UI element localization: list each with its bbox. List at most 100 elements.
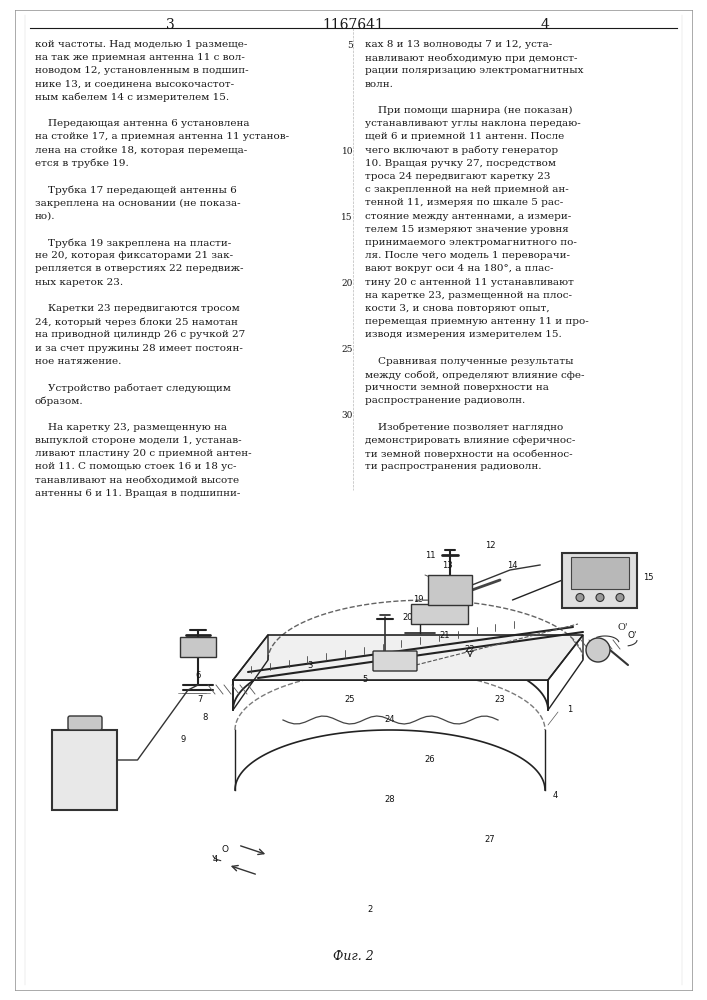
Text: репляется в отверстиях 22 передвиж-: репляется в отверстиях 22 передвиж- xyxy=(35,264,243,273)
Text: 3: 3 xyxy=(308,660,312,670)
Text: ное натяжение.: ное натяжение. xyxy=(35,357,122,366)
FancyBboxPatch shape xyxy=(180,637,216,657)
FancyBboxPatch shape xyxy=(428,575,472,605)
Text: изводя измерения измерителем 15.: изводя измерения измерителем 15. xyxy=(365,330,562,339)
Text: новодом 12, установленным в подшип-: новодом 12, установленным в подшип- xyxy=(35,66,249,75)
Text: 22: 22 xyxy=(464,646,475,654)
Text: 7: 7 xyxy=(197,696,203,704)
Text: 6: 6 xyxy=(195,670,201,680)
Text: щей 6 и приемной 11 антенн. После: щей 6 и приемной 11 антенн. После xyxy=(365,132,564,141)
Text: рации поляризацию электромагнитных: рации поляризацию электромагнитных xyxy=(365,66,583,75)
Text: 5: 5 xyxy=(363,676,368,684)
Text: с закрепленной на ней приемной ан-: с закрепленной на ней приемной ан- xyxy=(365,185,568,194)
Text: на каретке 23, размещенной на плос-: на каретке 23, размещенной на плос- xyxy=(365,291,572,300)
Text: 26: 26 xyxy=(425,756,436,764)
Text: Передающая антенна 6 установлена: Передающая антенна 6 установлена xyxy=(35,119,250,128)
Text: ричности земной поверхности на: ричности земной поверхности на xyxy=(365,383,549,392)
Text: нике 13, и соединена высокочастот-: нике 13, и соединена высокочастот- xyxy=(35,80,234,89)
Text: навливают необходимую при демонст-: навливают необходимую при демонст- xyxy=(365,53,578,63)
Text: 1167641: 1167641 xyxy=(322,18,384,32)
Text: 10. Вращая ручку 27, посредством: 10. Вращая ручку 27, посредством xyxy=(365,159,556,168)
Text: Трубка 17 передающей антенны 6: Трубка 17 передающей антенны 6 xyxy=(35,185,237,195)
Text: тину 20 с антенной 11 устанавливают: тину 20 с антенной 11 устанавливают xyxy=(365,278,574,287)
Text: лена на стойке 18, которая перемеща-: лена на стойке 18, которая перемеща- xyxy=(35,146,247,155)
Text: O': O' xyxy=(618,623,629,632)
Text: 15: 15 xyxy=(643,574,653,582)
Text: При помощи шарнира (не показан): При помощи шарнира (не показан) xyxy=(365,106,573,115)
Text: на приводной цилиндр 26 с ручкой 27: на приводной цилиндр 26 с ручкой 27 xyxy=(35,330,245,339)
Text: 19: 19 xyxy=(413,595,423,604)
Text: на так же приемная антенна 11 с вол-: на так же приемная антенна 11 с вол- xyxy=(35,53,245,62)
Text: ля. После чего модель 1 переворачи-: ля. После чего модель 1 переворачи- xyxy=(365,251,570,260)
Text: ти распространения радиоволн.: ти распространения радиоволн. xyxy=(365,462,542,471)
Text: ках 8 и 13 волноводы 7 и 12, уста-: ках 8 и 13 волноводы 7 и 12, уста- xyxy=(365,40,552,49)
Text: 10: 10 xyxy=(80,756,90,764)
Text: перемещая приемную антенну 11 и про-: перемещая приемную антенну 11 и про- xyxy=(365,317,589,326)
Text: троса 24 передвигают каретку 23: троса 24 передвигают каретку 23 xyxy=(365,172,551,181)
Text: 28: 28 xyxy=(385,796,395,804)
Text: демонстрировать влияние сферичнос-: демонстрировать влияние сферичнос- xyxy=(365,436,575,445)
Text: ливают пластину 20 с приемной антен-: ливают пластину 20 с приемной антен- xyxy=(35,449,252,458)
Text: Фиг. 2: Фиг. 2 xyxy=(332,950,373,963)
Text: волн.: волн. xyxy=(365,80,394,89)
Text: телем 15 измеряют значение уровня: телем 15 измеряют значение уровня xyxy=(365,225,568,234)
Text: Сравнивая полученные результаты: Сравнивая полученные результаты xyxy=(365,357,573,366)
Circle shape xyxy=(616,593,624,601)
Text: Устройство работает следующим: Устройство работает следующим xyxy=(35,383,231,393)
Text: кой частоты. Над моделью 1 размеще-: кой частоты. Над моделью 1 размеще- xyxy=(35,40,247,49)
Text: на стойке 17, а приемная антенна 11 установ-: на стойке 17, а приемная антенна 11 уста… xyxy=(35,132,289,141)
Text: 11: 11 xyxy=(425,550,436,560)
Text: и за счет пружины 28 имеет постоян-: и за счет пружины 28 имеет постоян- xyxy=(35,344,243,353)
Text: стояние между антеннами, а измери-: стояние между антеннами, а измери- xyxy=(365,212,571,221)
Text: 5: 5 xyxy=(347,41,353,50)
Text: 25: 25 xyxy=(341,345,353,354)
Text: O: O xyxy=(221,846,228,854)
Text: 1: 1 xyxy=(568,706,573,714)
FancyBboxPatch shape xyxy=(563,552,638,607)
Polygon shape xyxy=(233,635,583,680)
Text: чего включают в работу генератор: чего включают в работу генератор xyxy=(365,146,558,155)
Text: вают вокруг оси 4 на 180°, а плас-: вают вокруг оси 4 на 180°, а плас- xyxy=(365,264,554,273)
Text: 4: 4 xyxy=(541,18,549,32)
Circle shape xyxy=(576,593,584,601)
FancyBboxPatch shape xyxy=(68,716,102,730)
FancyBboxPatch shape xyxy=(571,556,629,588)
Text: танавливают на необходимой высоте: танавливают на необходимой высоте xyxy=(35,476,239,485)
Text: ных кареток 23.: ных кареток 23. xyxy=(35,278,123,287)
Text: 4: 4 xyxy=(212,856,218,864)
Text: 15: 15 xyxy=(341,213,353,222)
Text: 20: 20 xyxy=(341,279,353,288)
Text: 2: 2 xyxy=(368,906,373,914)
Circle shape xyxy=(586,638,610,662)
FancyBboxPatch shape xyxy=(52,730,117,810)
Text: 14: 14 xyxy=(507,560,518,570)
Text: закреплена на основании (не показа-: закреплена на основании (не показа- xyxy=(35,198,240,208)
Text: выпуклой стороне модели 1, устанав-: выпуклой стороне модели 1, устанав- xyxy=(35,436,242,445)
Text: 12: 12 xyxy=(485,540,495,550)
Text: 9: 9 xyxy=(180,736,186,744)
Text: 24, который через блоки 25 намотан: 24, который через блоки 25 намотан xyxy=(35,317,238,327)
Text: 10: 10 xyxy=(341,147,353,156)
Text: 20: 20 xyxy=(403,612,414,621)
FancyBboxPatch shape xyxy=(373,651,417,671)
Text: образом.: образом. xyxy=(35,396,83,406)
FancyBboxPatch shape xyxy=(411,604,469,624)
Text: ти земной поверхности на особеннос-: ти земной поверхности на особеннос- xyxy=(365,449,573,459)
Circle shape xyxy=(596,593,604,601)
Text: На каретку 23, размещенную на: На каретку 23, размещенную на xyxy=(35,423,227,432)
Text: 24: 24 xyxy=(385,716,395,724)
Text: устанавливают углы наклона передаю-: устанавливают углы наклона передаю- xyxy=(365,119,580,128)
Text: 30: 30 xyxy=(341,411,353,420)
Text: 25: 25 xyxy=(345,696,355,704)
Text: 21: 21 xyxy=(440,631,450,640)
Text: 13: 13 xyxy=(442,560,452,570)
Text: не 20, которая фиксаторами 21 зак-: не 20, которая фиксаторами 21 зак- xyxy=(35,251,233,260)
Text: антенны 6 и 11. Вращая в подшипни-: антенны 6 и 11. Вращая в подшипни- xyxy=(35,489,240,498)
Text: ется в трубке 19.: ется в трубке 19. xyxy=(35,159,129,168)
Text: 3: 3 xyxy=(165,18,175,32)
Text: 8: 8 xyxy=(202,714,208,722)
Text: но).: но). xyxy=(35,212,56,221)
Text: 27: 27 xyxy=(485,836,496,844)
Text: O': O' xyxy=(627,631,637,640)
Text: ным кабелем 14 с измерителем 15.: ным кабелем 14 с измерителем 15. xyxy=(35,93,229,102)
